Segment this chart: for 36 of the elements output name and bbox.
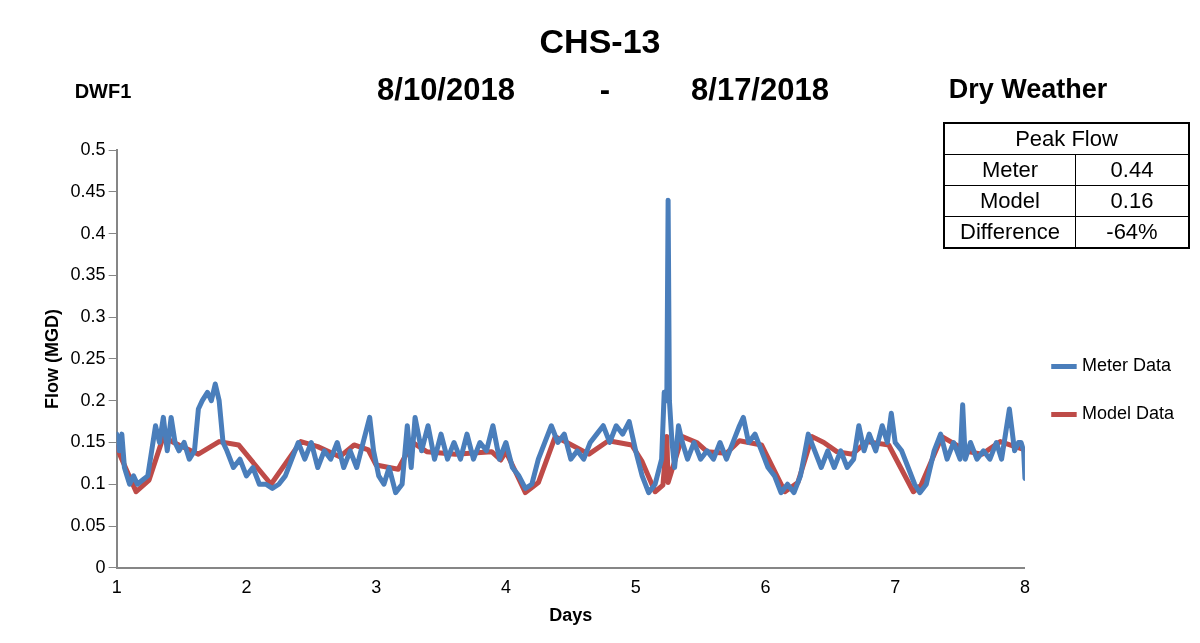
text: Dry Weather	[948, 73, 1108, 105]
y-tick-label: 0.2	[80, 389, 106, 410]
text: 0.44	[1075, 154, 1189, 186]
y-tick-label: 0.1	[80, 473, 106, 494]
text: 8/17/2018	[691, 71, 829, 107]
y-tick-label: 0.45	[70, 180, 106, 201]
x-tick-label: 6	[760, 576, 771, 597]
annotation: Model	[944, 185, 1076, 217]
x-tick-label: 7	[890, 576, 901, 597]
x-tick-label: 4	[500, 576, 511, 597]
legend-label: Model Data	[1081, 403, 1175, 424]
x-axis-title: Days	[549, 605, 593, 626]
y-tick-label: 0	[95, 556, 106, 577]
chart-title: CHS-13	[538, 22, 662, 61]
text: -	[599, 71, 611, 107]
text: DWF1	[74, 80, 132, 102]
text: -64%	[1075, 216, 1189, 248]
x-tick-label: 8	[1019, 576, 1030, 597]
x-tick-label: 1	[111, 576, 122, 597]
y-tick-label: 0.25	[70, 347, 106, 368]
y-tick-label: 0.5	[80, 138, 106, 159]
y-tick-label: 0.3	[80, 306, 106, 327]
y-tick-label: 0.15	[70, 431, 106, 452]
x-tick-label: 5	[630, 576, 641, 597]
annotation: Difference	[944, 216, 1076, 248]
annotation: Meter	[944, 154, 1076, 186]
x-tick-label: 2	[241, 576, 252, 597]
y-tick-label: 0.35	[70, 264, 106, 285]
y-tick-label: 0.05	[70, 514, 106, 535]
annotation: Peak Flow	[944, 123, 1189, 155]
text: 0.16	[1075, 185, 1189, 217]
text: 8/10/2018	[377, 71, 515, 107]
y-axis-title: Flow (MGD)	[41, 308, 62, 409]
x-tick-label: 3	[371, 576, 382, 597]
y-tick-label: 0.4	[80, 222, 106, 243]
legend-label: Meter Data	[1081, 355, 1172, 376]
